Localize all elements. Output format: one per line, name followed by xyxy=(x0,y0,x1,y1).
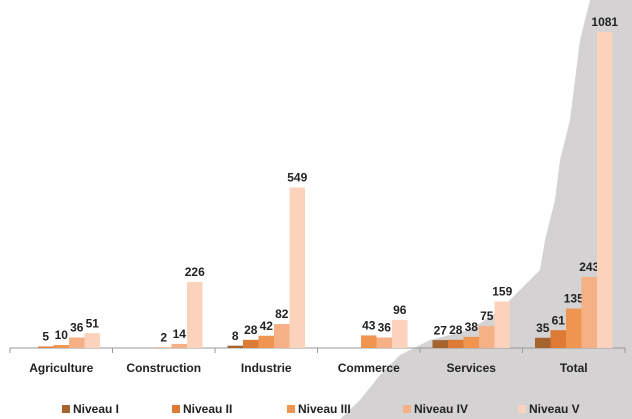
data-label: 549 xyxy=(287,171,307,185)
data-label: 14 xyxy=(173,327,187,341)
data-label: 96 xyxy=(393,303,407,317)
data-label: 51 xyxy=(86,316,100,330)
legend-label: Niveau I xyxy=(73,402,119,416)
bar xyxy=(187,281,203,348)
bar xyxy=(463,336,479,348)
legend-swatch xyxy=(62,405,70,413)
data-label: 42 xyxy=(260,319,274,333)
bar xyxy=(289,187,305,348)
bar xyxy=(361,335,377,348)
bar xyxy=(53,345,69,348)
bar xyxy=(84,333,100,348)
legend-label: Niveau II xyxy=(183,402,232,416)
bar xyxy=(535,337,551,348)
data-label: 43 xyxy=(362,319,376,333)
bar xyxy=(376,337,392,348)
legend-label: Niveau IV xyxy=(414,402,468,416)
data-label: 159 xyxy=(492,285,512,299)
data-label: 2 xyxy=(160,331,167,345)
data-label: 27 xyxy=(434,323,448,337)
data-label: 36 xyxy=(378,321,392,335)
data-label: 36 xyxy=(70,321,84,335)
bar xyxy=(243,339,259,348)
bar xyxy=(448,339,464,348)
bar xyxy=(566,308,582,348)
data-label: 8 xyxy=(232,329,239,343)
legend-swatch xyxy=(287,405,295,413)
data-label: 38 xyxy=(465,320,479,334)
bar xyxy=(171,343,187,348)
bar xyxy=(581,276,597,348)
data-label: 5 xyxy=(42,330,49,344)
bar xyxy=(274,324,290,348)
data-label: 10 xyxy=(55,328,69,342)
data-label: 28 xyxy=(449,323,463,337)
data-label: 28 xyxy=(244,323,258,337)
data-label: 243 xyxy=(579,260,599,274)
data-label: 1081 xyxy=(591,15,618,29)
bar xyxy=(227,345,243,348)
bar xyxy=(479,326,495,348)
x-tick-label: Total xyxy=(560,361,588,375)
bar xyxy=(38,346,54,348)
data-label: 61 xyxy=(552,313,566,327)
data-label: 82 xyxy=(275,307,289,321)
legend-swatch xyxy=(172,405,180,413)
data-label: 35 xyxy=(536,321,550,335)
x-tick-label: Commerce xyxy=(338,361,400,375)
bar xyxy=(432,340,448,348)
bar xyxy=(69,337,85,348)
bar xyxy=(550,330,566,348)
x-tick-label: Services xyxy=(447,361,497,375)
background-shape xyxy=(340,0,632,419)
bar xyxy=(494,301,510,348)
legend-swatch xyxy=(403,405,411,413)
bar xyxy=(156,347,172,348)
bar xyxy=(392,319,408,348)
x-tick-label: Construction xyxy=(126,361,201,375)
legend-label: Niveau III xyxy=(298,402,351,416)
data-label: 135 xyxy=(564,292,584,306)
x-tick-label: Industrie xyxy=(241,361,292,375)
legend-label: Niveau V xyxy=(529,402,580,416)
x-tick-label: Agriculture xyxy=(29,361,93,375)
data-label: 226 xyxy=(185,265,205,279)
data-label: 75 xyxy=(480,309,494,323)
bar xyxy=(258,335,274,348)
bar xyxy=(597,32,613,348)
legend-swatch xyxy=(518,405,526,413)
